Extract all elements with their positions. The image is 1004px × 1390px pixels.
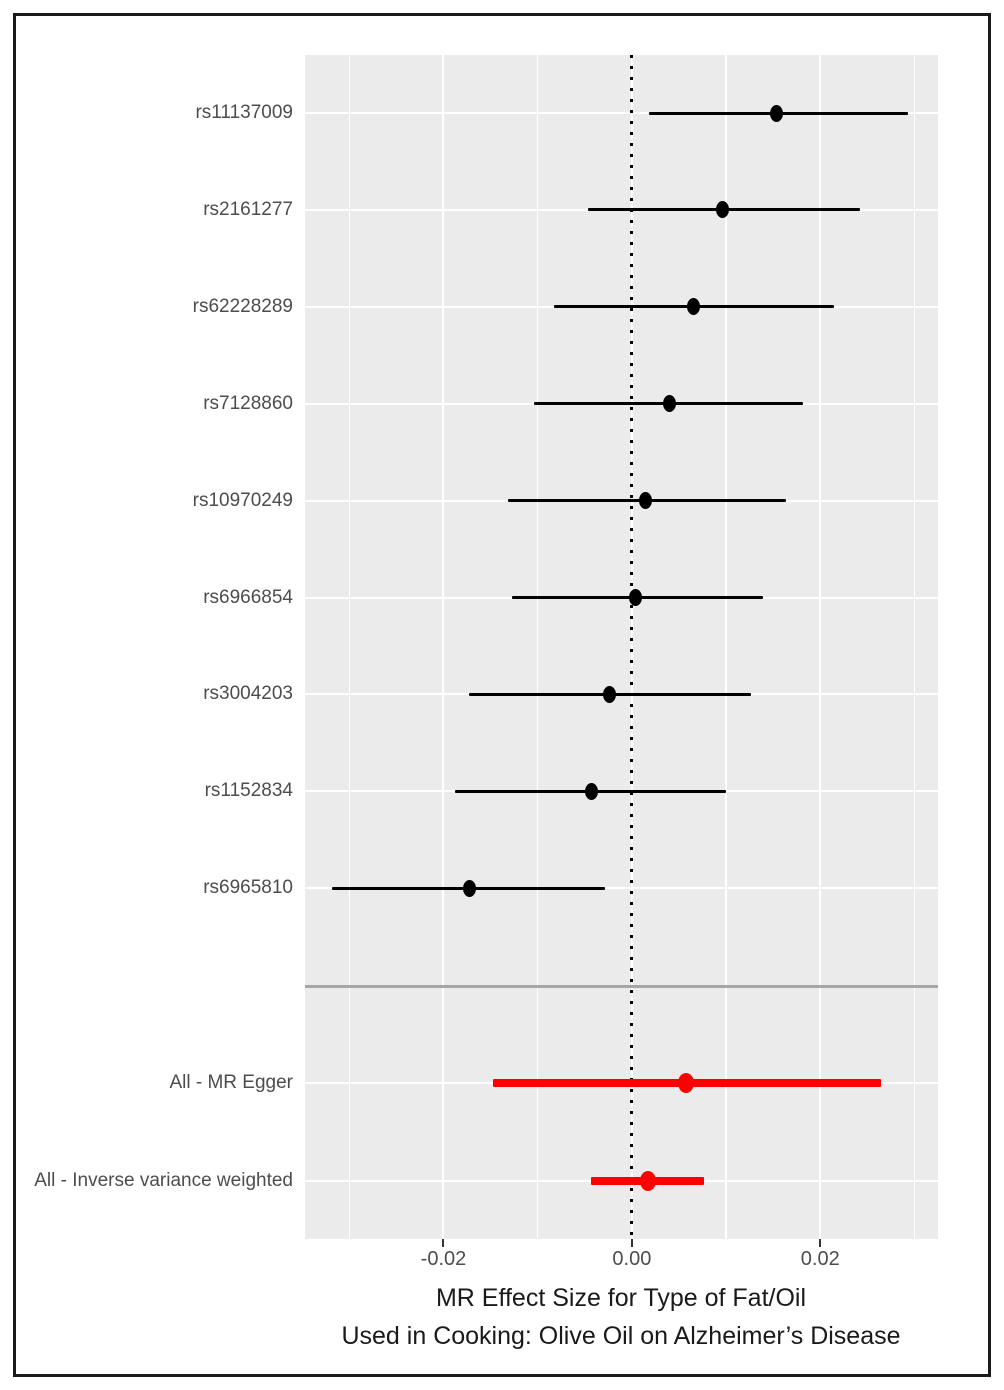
row-label: All - MR Egger (169, 1072, 293, 1093)
x-major-gridline (442, 55, 445, 1239)
x-major-gridline (819, 55, 822, 1239)
row-label: rs2161277 (203, 198, 293, 220)
row-label: rs6966854 (203, 586, 293, 608)
point-estimate-dot (715, 201, 729, 219)
point-estimate-dot (678, 1073, 695, 1093)
zero-reference-line (630, 55, 634, 1239)
row-label: rs3004203 (203, 683, 293, 705)
row-label: rs1152834 (204, 780, 293, 802)
x-minor-gridline (913, 55, 916, 1239)
x-minor-gridline (725, 55, 727, 1239)
x-minor-gridline (348, 55, 351, 1239)
point-estimate-dot (770, 104, 784, 122)
point-estimate-dot (639, 1171, 656, 1191)
facet-separator-line (305, 984, 938, 988)
row-label: rs10970249 (192, 489, 293, 511)
point-estimate-dot (584, 782, 598, 800)
x-tick-mark (442, 1239, 445, 1247)
row-label: rs11137009 (195, 102, 293, 123)
point-estimate-dot (629, 589, 643, 606)
row-label: rs62228289 (192, 295, 293, 317)
row-label: rs7128860 (203, 392, 293, 414)
plot-panel (305, 55, 938, 1239)
x-tick-mark (630, 1239, 633, 1247)
x-tick-label: -0.02 (420, 1248, 467, 1270)
x-minor-gridline (536, 55, 539, 1239)
x-axis-title-line1: MR Effect Size for Type of Fat/Oil (435, 1284, 807, 1312)
point-estimate-dot (602, 685, 616, 703)
point-estimate-dot (686, 298, 700, 316)
x-tick-label: 0.02 (800, 1248, 840, 1270)
row-label: All - Inverse variance weighted (34, 1170, 293, 1191)
point-estimate-dot (663, 395, 677, 413)
row-label: rs6965810 (203, 877, 293, 899)
y-gridline (305, 887, 938, 890)
x-tick-mark (819, 1239, 822, 1247)
y-gridline (305, 112, 938, 114)
figure-border (13, 13, 991, 1377)
point-estimate-dot (639, 492, 653, 510)
point-estimate-dot (463, 879, 477, 897)
x-tick-label: 0.00 (612, 1248, 652, 1270)
x-axis-title-line2: Used in Cooking: Olive Oil on Alzheimer’… (341, 1322, 901, 1350)
